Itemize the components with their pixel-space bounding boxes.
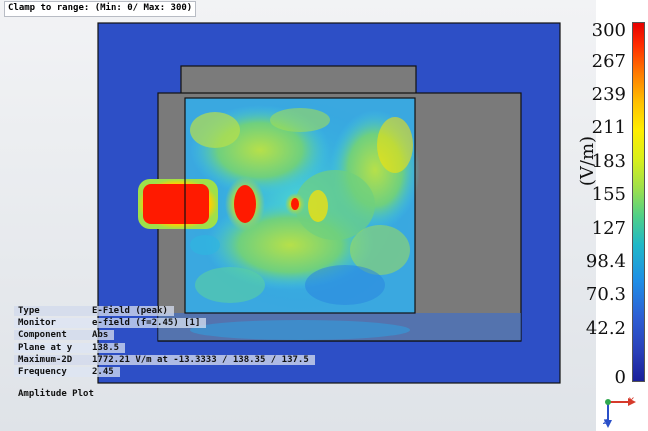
legend-tick: 70.3 [585,284,626,305]
info-value: 138.5 [90,342,126,353]
legend-tick: 98.4 [585,251,626,272]
info-value: 2.45 [90,367,120,378]
colorbar [632,22,645,382]
metal-top-bar [180,65,417,97]
info-key: Maximum-2D [14,354,90,365]
axis-triad-icon [604,398,636,428]
legend-tick: 42.2 [585,318,626,339]
legend-tick: 211 [591,117,626,138]
legend-tick: 239 [591,84,626,105]
legend-tick: 155 [591,184,626,205]
info-row-monitor: Monitor e-field (f=2.45) [1] [14,317,315,329]
axis-z-label: z [603,417,608,427]
info-value: e-field (f=2.45) [1] [90,318,207,329]
legend-tick: 127 [591,218,626,239]
info-key: Monitor [14,318,90,329]
legend-tick: 267 [591,51,626,72]
clamp-range-label: Clamp to range: (Min: 0/ Max: 300) [4,1,197,17]
info-value: Abs [90,330,115,341]
info-row-frequency: Frequency 2.45 [14,366,315,378]
info-row-maximum: Maximum-2D 1772.21 V/m at -13.3333 / 138… [14,354,315,366]
info-key: Plane at y [14,342,90,353]
legend-tick: 0 [614,367,626,388]
info-row-plane: Plane at y 138.5 [14,342,315,354]
info-value: E-Field (peak) [90,306,174,317]
info-key: Component [14,330,90,341]
plot-kind-label: Amplitude Plot [18,389,94,399]
legend-tick: 300 [591,20,626,41]
info-value: 1772.21 V/m at -13.3333 / 138.35 / 137.5 [90,354,315,365]
info-row-type: Type E-Field (peak) [14,305,315,317]
axis-x-label: x [628,395,634,406]
field-viewport[interactable]: Clamp to range: (Min: 0/ Max: 300) Type … [0,0,596,431]
info-key: Frequency [14,367,90,378]
legend-tick: 183 [591,151,626,172]
info-key: Type [14,306,90,317]
monitor-info-table: Type E-Field (peak) Monitor e-field (f=2… [14,305,315,378]
info-row-component: Component Abs [14,329,315,341]
field-plot [97,22,561,384]
